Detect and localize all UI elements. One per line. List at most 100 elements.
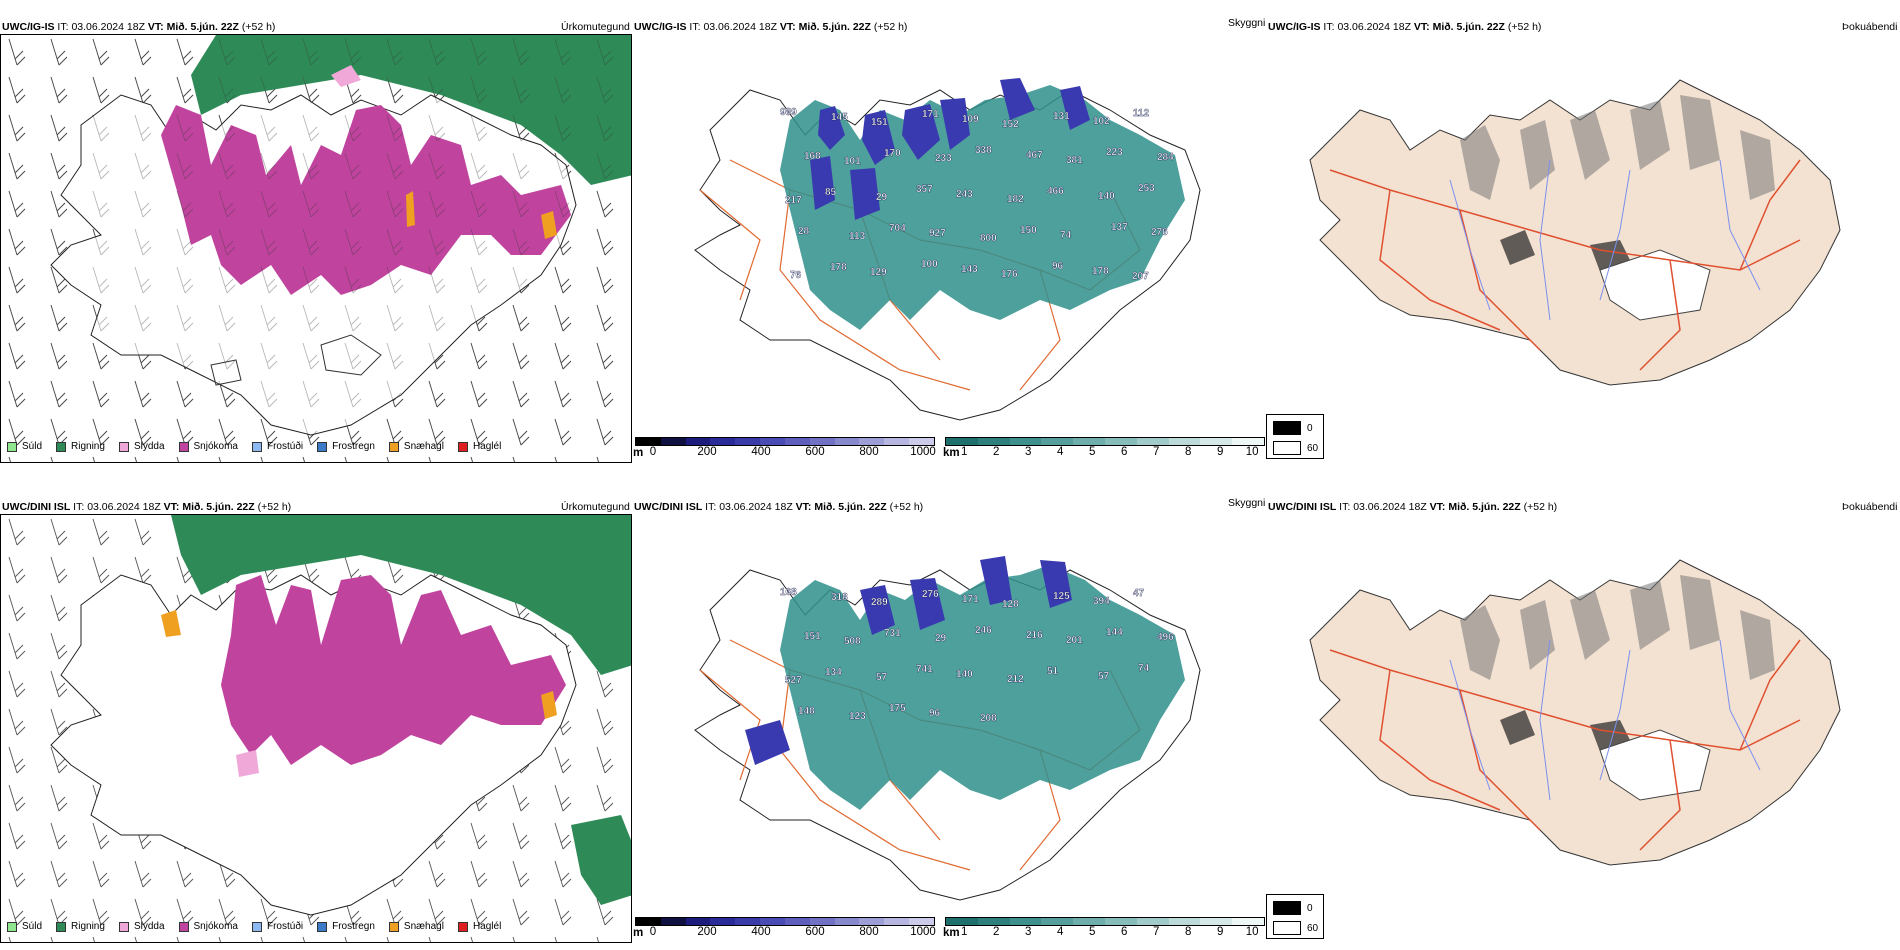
model-name: UWC/IG-IS	[634, 21, 687, 33]
legend-label: Súld	[22, 921, 43, 932]
colorbar-cell	[710, 438, 736, 445]
hail-swatch	[457, 921, 468, 932]
colorbar-cell	[1168, 438, 1201, 445]
legend-item-sleet: Slydda	[118, 921, 165, 932]
visibility-unit: km	[943, 447, 960, 459]
fog-key-value: 60	[1307, 442, 1319, 454]
lead-time: (+52 h)	[257, 501, 292, 513]
fog-key: 0 60	[1266, 414, 1324, 459]
row-dini: UWC/DINI ISL IT: 03.06.2024 18Z VT: Mið.…	[0, 480, 1900, 950]
lead-time: (+52 h)	[873, 21, 908, 33]
cloud-base-label: 284	[1157, 152, 1174, 163]
vt-value: Mið. 5.jún. 22Z	[798, 21, 871, 33]
vt-label: VT:	[779, 21, 796, 33]
panel-title-precip-type: Úrkomutegund	[561, 501, 630, 513]
lead-time: (+52 h)	[1523, 501, 1558, 513]
low-ceiling-area	[810, 78, 1090, 220]
cloud-base-label: 151	[804, 631, 821, 642]
colorbar-cell	[784, 438, 810, 445]
cloud-base-label: 508	[844, 636, 861, 647]
model-name: UWC/DINI ISL	[634, 501, 703, 513]
it-value: 03.06.2024 18Z	[719, 501, 793, 513]
snow-swatch	[178, 921, 189, 932]
cloud-base-label: 144	[1106, 627, 1123, 638]
cloud-base-label: 96	[929, 708, 941, 719]
cloud-base-label: 134	[825, 667, 842, 678]
legend-label: Haglél	[472, 921, 502, 932]
visibility-colorbar: 1 2 3 4 5 6 7 8 9 10 km	[943, 437, 1265, 460]
it-label: IT:	[57, 21, 69, 33]
sleet-area	[236, 750, 259, 777]
colorbar-cell	[834, 438, 860, 445]
rain-area	[171, 515, 631, 675]
model-name: UWC/IG-IS	[2, 21, 55, 33]
snow-pellet-area	[161, 610, 181, 637]
drizzle-swatch	[7, 441, 17, 452]
cloud-base-label: 381	[1066, 155, 1083, 166]
colorbar-cell	[710, 918, 736, 925]
cloud-base-label: 168	[804, 151, 821, 162]
legend-item-freezing-drizzle: Frostúði	[251, 441, 303, 452]
colorbar-cell	[977, 438, 1010, 445]
cloud-base-label: 74	[1138, 663, 1150, 674]
snow-pellet-area	[406, 191, 415, 227]
it-label: IT:	[1323, 21, 1335, 33]
cloud-base-label: 318	[831, 592, 848, 603]
cloud-base-label: 113	[849, 231, 866, 242]
colorbar-cell	[909, 438, 934, 445]
colorbar-tick-label: 600	[805, 926, 825, 938]
legend-item-snow-pellets: Snæhagl	[388, 921, 444, 932]
glacier-outline	[210, 359, 242, 386]
panel-title-visibility: Skyggni	[1228, 497, 1266, 509]
cloud-base-label: 76	[790, 270, 802, 281]
hail-swatch	[457, 441, 468, 452]
wind-barbs-overlay	[1, 35, 631, 462]
colorbar-cell	[685, 918, 711, 925]
panel-header: UWC/IG-IS IT: 03.06.2024 18Z VT: Mið. 5.…	[1268, 21, 1541, 33]
cloud-base-label: 467	[1026, 150, 1043, 161]
cloud-base-label: 140	[1098, 191, 1115, 202]
row-igis: UWC/IG-IS IT: 03.06.2024 18Z VT: Mið. 5.…	[0, 17, 1897, 463]
visibility-map: 168 318 289 276 171 128 125 394 47 151 508 731 29 246…	[694, 556, 1201, 901]
colorbar-tick-label: 5	[1088, 926, 1096, 938]
colorbar-tick-label: 1000	[910, 926, 936, 938]
cloud-base-label: 96	[1052, 261, 1064, 272]
cloud-base-label: 168	[780, 587, 797, 598]
precip-type-map: Súld Rigning Slydda Snjókoma Frostúði Fr…	[0, 514, 632, 943]
legend-item-freezing-rain: Frostregn	[317, 921, 375, 932]
fog-key-row: 60	[1273, 921, 1318, 935]
visibility-colorbar-ticks: 1 2 3 4 5 6 7 8 9 10	[945, 926, 1265, 940]
legend-label: Slydda	[133, 921, 165, 932]
legend-label: Snjókoma	[193, 441, 238, 452]
legend-label: Frostúði	[266, 921, 304, 932]
rivers	[1449, 639, 1761, 801]
cloud-base-label: 217	[785, 195, 802, 206]
cloud-base-label: 496	[1157, 632, 1174, 643]
cloud-base-label: 178	[1092, 266, 1109, 277]
colorbar-cell	[660, 918, 686, 925]
it-label: IT:	[1339, 501, 1351, 513]
vt-value: Mið. 5.jún. 22Z	[814, 501, 887, 513]
freezing-drizzle-swatch	[251, 441, 262, 452]
cloud-base-label: 927	[929, 228, 946, 239]
colorbar-tick-label: 200	[697, 926, 717, 938]
cloud-base-label: 466	[1047, 186, 1064, 197]
colorbar-tick-label: 4	[1056, 446, 1064, 458]
fog-key-value: 60	[1307, 922, 1319, 934]
colorbar-tick-label: 0	[649, 446, 657, 458]
it-value: 03.06.2024 18Z	[71, 21, 145, 33]
snow-pellets-swatch	[388, 921, 399, 932]
panel-header: UWC/DINI ISL IT: 03.06.2024 18Z VT: Mið.…	[634, 501, 923, 513]
colorbar-tick-label: 0	[649, 926, 657, 938]
rain-swatch	[56, 921, 67, 932]
colorbar-cell	[1073, 438, 1105, 445]
cloud-base-label: 29	[876, 192, 888, 203]
colorbar-cell	[1136, 438, 1169, 445]
colorbar-tick-label: 9	[1216, 446, 1224, 458]
visibility-colorbar-cells	[945, 917, 1265, 926]
colorbar-tick-label: 1000	[910, 446, 936, 458]
fog-key: 0 60	[1266, 894, 1324, 939]
legend-item-drizzle: Súld	[7, 921, 42, 932]
legend-label: Slydda	[133, 441, 165, 452]
cloud-base-labels: 168 318 289 276 171 128 125 394 47 151 508 731 29 246…	[780, 587, 1175, 724]
